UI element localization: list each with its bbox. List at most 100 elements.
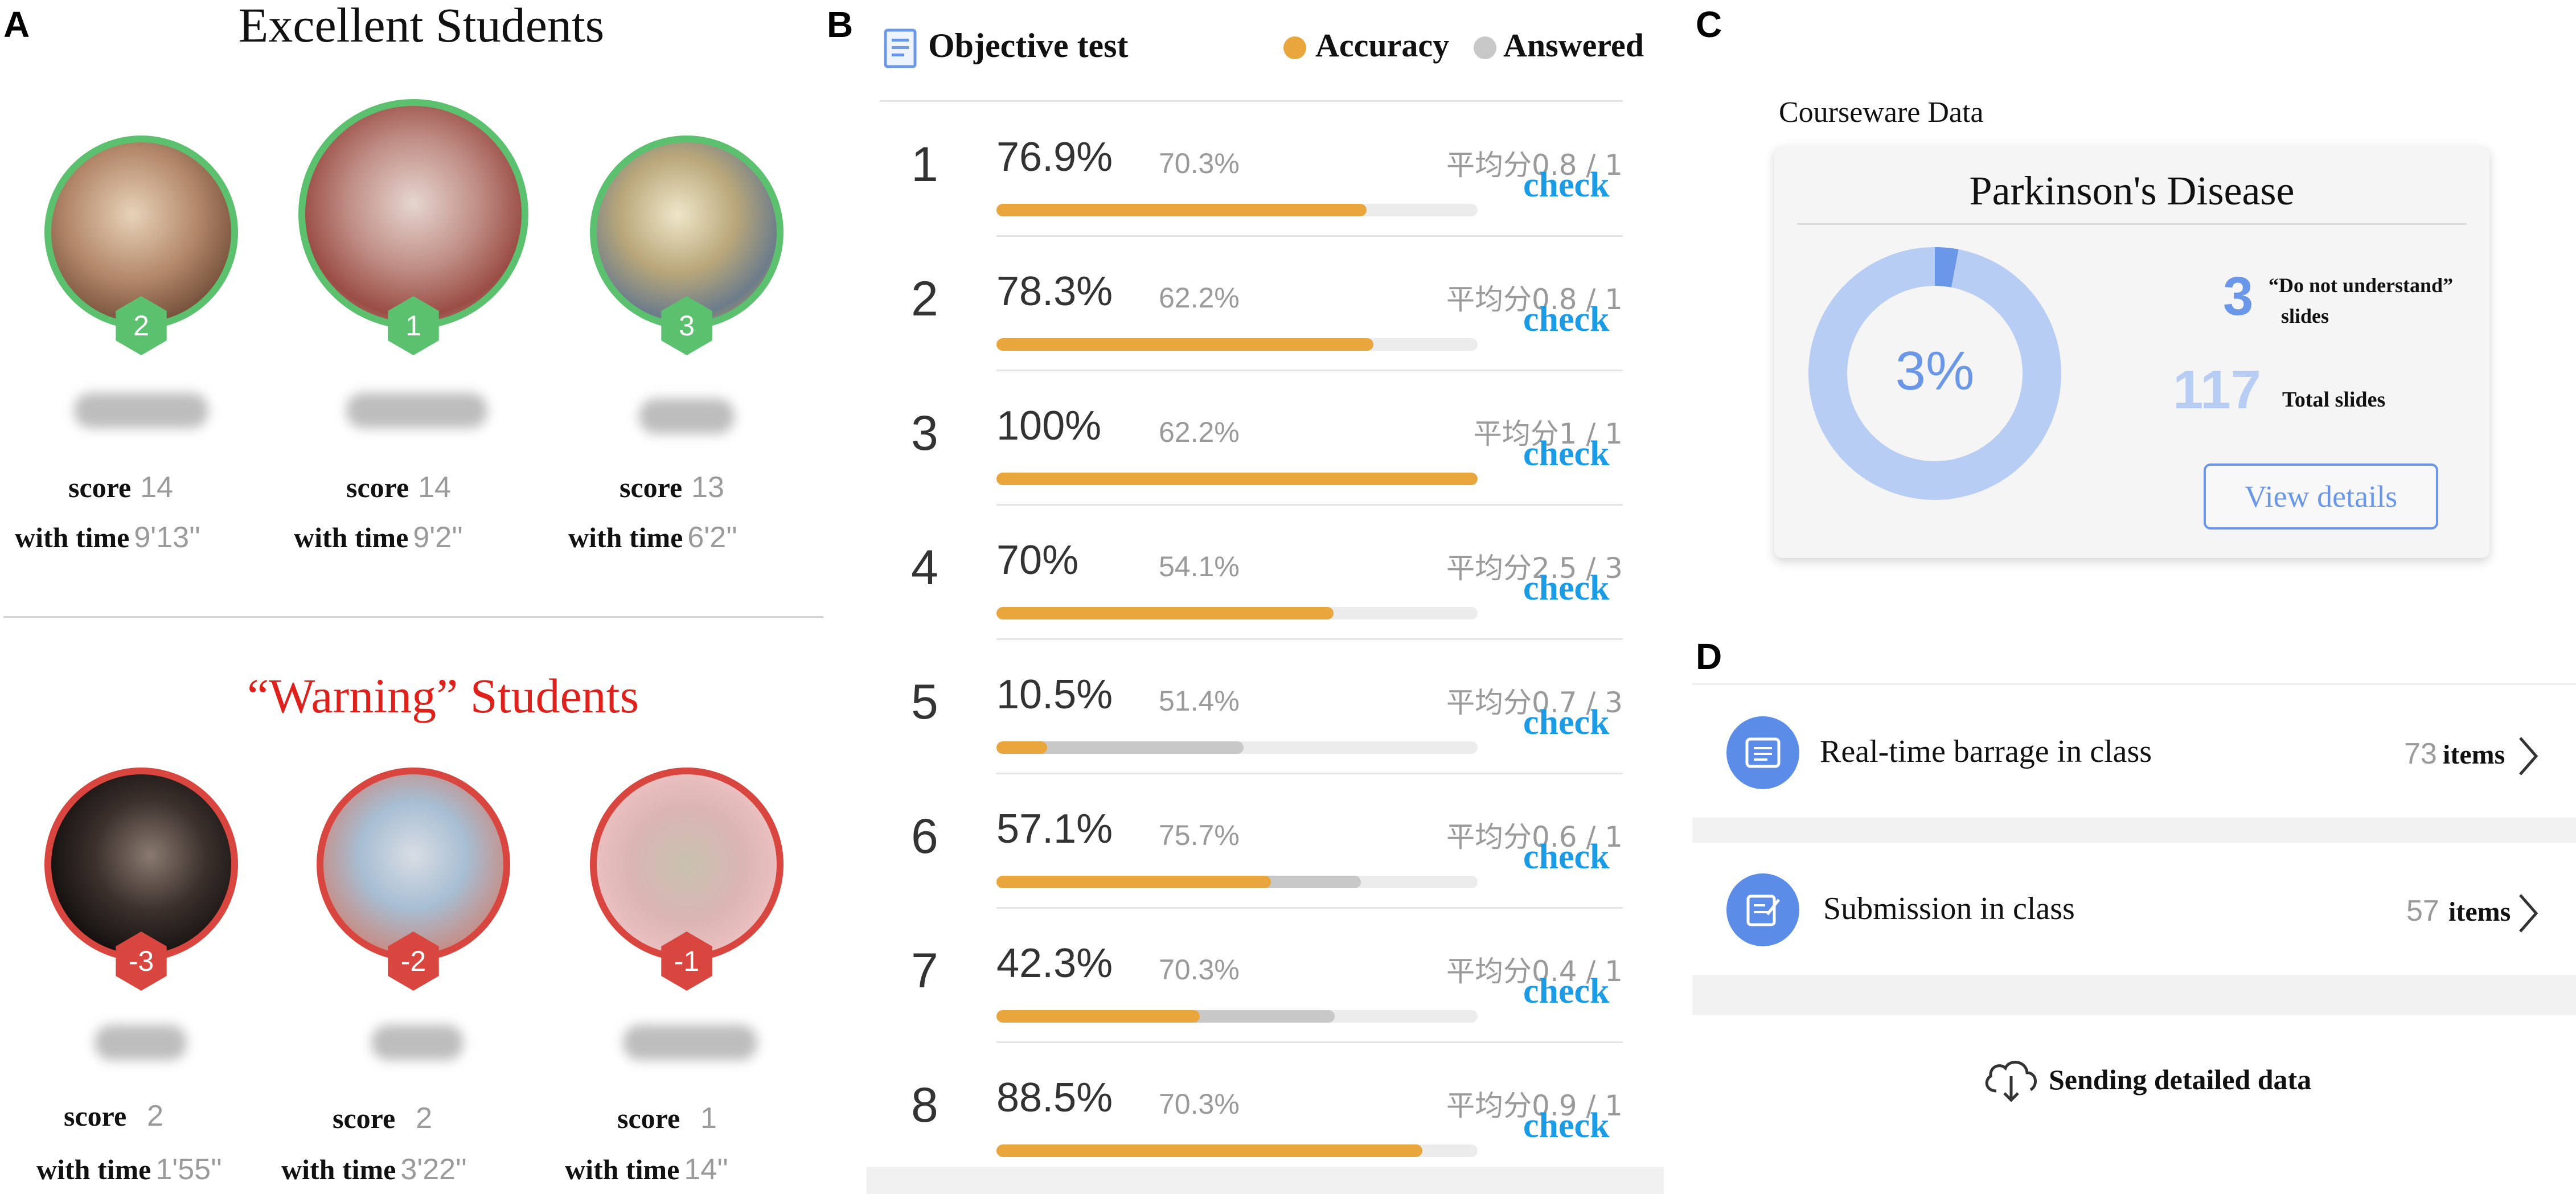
panel-letter-b: B [827,4,854,45]
courseware-heading: Courseware Data [1779,96,1984,129]
check-button[interactable]: check [1523,838,1610,876]
answered-value: 62.2% [1159,416,1240,448]
accuracy-bar [996,876,1271,888]
question-number: 3 [911,406,938,461]
accuracy-value: 78.3% [996,269,1113,314]
score-line: score 13 [620,470,724,504]
score-value: 13 [691,471,724,504]
accuracy-bar [996,204,1367,216]
student-name-blurred [639,399,735,434]
check-button[interactable]: check [1523,166,1610,204]
score-value: 1 [700,1102,717,1135]
average-score: 平均分0.8 / 1 [1446,283,1623,316]
view-details-button[interactable]: View details [2204,463,2438,530]
time-value: 1'55'' [155,1153,222,1186]
score-label: score [346,471,409,503]
check-button[interactable]: check [1523,703,1610,742]
list-item-label: Submission in class [1823,891,2075,926]
student-name-blurred [74,393,208,428]
check-button[interactable]: check [1523,434,1610,473]
send-data-label: Sending detailed data [2049,1064,2312,1095]
student-name-blurred [623,1025,757,1060]
check-button[interactable]: check [1523,972,1610,1011]
time-value: 9'2'' [413,521,463,554]
warning-students-title: “Warning” Students [247,668,639,723]
row-divider [996,773,1623,774]
accuracy-bar [996,741,1047,754]
answered-value: 54.1% [1159,551,1240,582]
score-value: 14 [140,471,173,504]
progress-track [996,607,1478,619]
list-gap [1692,975,2576,1015]
time-line: with time 9'2'' [294,520,463,555]
check-button[interactable]: check [1523,300,1610,339]
answered-bar [996,741,1244,754]
document-icon [884,28,917,68]
question-row: 7 42.3% 70.3% 平均分0.4 / 1 check [880,909,1623,1043]
list-item-submission[interactable]: Submission in class 57 items [1692,843,2576,975]
list-gap [1692,818,2576,843]
average-score: 平均分0.9 / 1 [1446,1089,1623,1122]
accuracy-bar [996,1144,1422,1157]
progress-track [996,1144,1478,1157]
accuracy-value: 76.9% [996,134,1113,180]
average-score: 平均分0.6 / 1 [1446,820,1623,854]
chevron-right-icon [2519,737,2538,776]
check-button[interactable]: check [1523,1106,1610,1145]
panel-letter-a: A [3,4,30,45]
score-label: score [620,471,683,503]
check-button[interactable]: check [1523,569,1610,608]
question-number: 1 [911,137,938,192]
donut-chart: 3% [1808,247,2061,500]
score-line: score 2 [333,1101,432,1135]
list-item-label: Real-time barrage in class [1820,734,2152,769]
row-divider [996,907,1623,909]
progress-track [996,876,1478,888]
student-name-blurred [95,1025,187,1060]
legend-accuracy-label: Accuracy [1315,27,1450,64]
score-line: score 14 [346,470,451,504]
avatar[interactable] [298,99,528,329]
donut-highlight-arc [1934,247,1959,288]
progress-track [996,338,1478,351]
score-line: score 14 [68,470,173,504]
row-divider [996,235,1623,237]
row-divider [996,1041,1623,1043]
time-label: with time [294,522,409,553]
send-data-button[interactable]: Sending detailed data [1982,1056,2311,1103]
question-row: 2 78.3% 62.2% 平均分0.8 / 1 check [880,237,1623,371]
time-value: 14'' [684,1153,729,1186]
time-line: with time 14'' [565,1152,728,1187]
progress-track [996,1010,1478,1023]
accuracy-value: 70% [996,537,1079,583]
score-label: score [68,471,132,503]
list-item-count: 73 [2404,737,2437,770]
legend-answered-label: Answered [1503,27,1644,64]
answered-value: 51.4% [1159,685,1240,717]
accuracy-value: 88.5% [996,1075,1113,1121]
score-label: score [64,1100,127,1132]
score-label: score [333,1102,396,1134]
accuracy-value: 57.1% [996,806,1113,852]
question-number: 5 [911,675,938,729]
question-row: 1 76.9% 70.3% 平均分0.8 / 1 check [880,102,1623,237]
time-label: with time [15,522,130,553]
score-line: score 2 [64,1099,163,1133]
question-row: 3 100% 62.2% 平均分1 / 1 check [880,371,1623,506]
legend-accuracy-swatch [1283,36,1306,59]
average-score: 平均分2.5 / 3 [1446,552,1623,585]
legend-answered-swatch [1474,36,1496,59]
accuracy-bar [996,473,1478,485]
score-value: 2 [416,1102,433,1135]
donut-percent: 3% [1896,340,1975,401]
score-label: score [617,1102,680,1134]
answered-value: 70.3% [1159,954,1240,986]
question-number: 8 [911,1078,938,1133]
not-understand-label: “Do not understand” [2269,274,2454,297]
question-row: 4 70% 54.1% 平均分2.5 / 3 check [880,506,1623,640]
list-item-barrage[interactable]: Real-time barrage in class 73 items [1692,686,2576,818]
not-understand-label-2: slides [2281,305,2329,327]
time-value: 9'13'' [134,521,200,554]
list-item-count: 57 [2406,895,2439,928]
average-score: 平均分1 / 1 [1473,417,1623,450]
